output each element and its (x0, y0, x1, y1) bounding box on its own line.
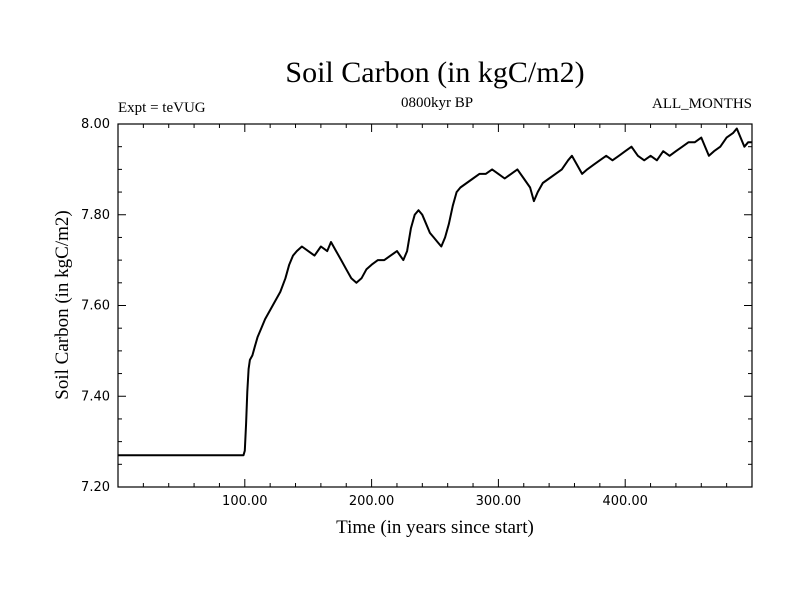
x-tick-label: 200.00 (349, 494, 395, 509)
y-tick-label: 7.40 (81, 389, 110, 404)
plot-area: 100.00 200.00 300.00 400.00 7.20 7.40 7.60 7.8… (81, 117, 753, 509)
months-label: ALL_MONTHS (652, 96, 752, 112)
y-axis-ticks: 7.20 7.40 7.60 7.80 8.00 (81, 117, 752, 495)
x-tick-label: 400.00 (602, 494, 648, 509)
x-tick-label: 100.00 (222, 494, 268, 509)
plot-frame (117, 123, 753, 488)
experiment-label: Expt = teVUG (118, 100, 206, 116)
y-tick-label: 7.60 (81, 299, 110, 314)
y-tick-label: 7.80 (81, 208, 110, 223)
y-tick-label: 7.20 (81, 480, 110, 495)
x-tick-label: 300.00 (476, 494, 522, 509)
y-tick-label: 8.00 (81, 117, 110, 132)
y-axis-label: Soil Carbon (in kgC/m2) (52, 210, 73, 399)
x-axis-ticks: 100.00 200.00 300.00 400.00 (142, 124, 728, 509)
series-layer (118, 127, 752, 457)
period-label: 0800kyr BP (401, 95, 473, 111)
chart-title: Soil Carbon (in kgC/m2) (285, 56, 584, 89)
series-line-soil-carbon (118, 127, 752, 457)
x-axis-label: Time (in years since start) (336, 517, 534, 538)
